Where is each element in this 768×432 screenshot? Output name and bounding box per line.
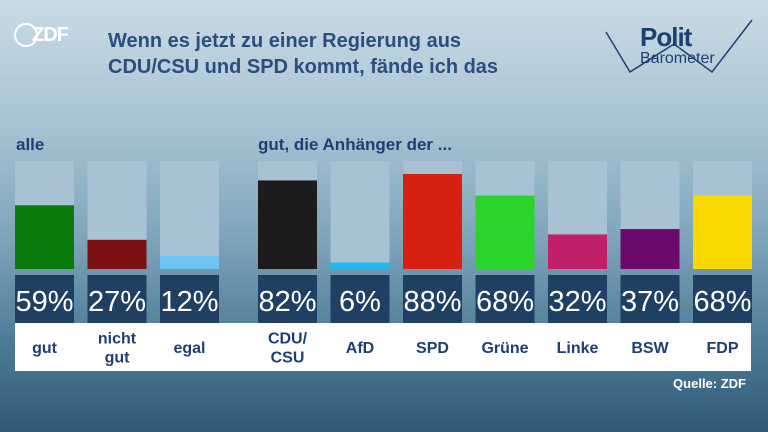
category-label: SPD <box>416 340 449 357</box>
bar <box>403 173 462 269</box>
category-label: CSU <box>271 350 305 367</box>
value-box <box>258 275 317 323</box>
value-box <box>160 275 219 323</box>
value-label: 27% <box>88 286 146 318</box>
bar <box>475 195 535 269</box>
category-label-band <box>15 323 751 371</box>
bar <box>620 229 680 269</box>
category-label: FDP <box>707 340 739 357</box>
zdf-logo: ZDF <box>14 22 78 50</box>
bar <box>330 262 390 269</box>
value-label: 6% <box>339 286 381 318</box>
category-label: egal <box>173 340 205 357</box>
title-line-1: Wenn es jetzt zu einer Regierung aus <box>108 30 462 52</box>
value-label: 37% <box>621 286 679 318</box>
category-label: nicht <box>98 331 137 348</box>
bar <box>160 256 219 269</box>
section-label-left: alle <box>16 135 45 154</box>
value-label: 68% <box>693 286 751 318</box>
value-label: 82% <box>258 286 316 318</box>
bar-track <box>160 161 219 269</box>
bar <box>258 180 317 269</box>
bar-track <box>330 161 390 269</box>
brand-line-2: Barometer <box>640 50 715 67</box>
bar <box>693 195 752 269</box>
page-title: Wenn es jetzt zu einer Regierung aus CDU… <box>108 28 578 80</box>
value-label: 88% <box>403 286 461 318</box>
category-label: CDU/ <box>268 331 308 348</box>
brand-line-1: Polit <box>640 22 692 52</box>
bar <box>548 234 607 269</box>
zdf-logo-circle-icon <box>14 23 38 47</box>
value-label: 59% <box>15 286 73 318</box>
category-label: Grüne <box>481 340 528 357</box>
value-box <box>548 275 607 323</box>
politbarometer-logo: Polit Barometer <box>602 14 762 76</box>
value-box <box>475 275 535 323</box>
bar <box>87 239 147 269</box>
value-box <box>693 275 752 323</box>
value-label: 32% <box>548 286 606 318</box>
value-box <box>15 275 74 323</box>
politbarometer-zigzag-icon <box>605 19 753 74</box>
category-label: Linke <box>557 340 599 357</box>
category-label: gut <box>32 340 58 357</box>
zdf-logo-text: ZDF <box>32 24 69 46</box>
section-label-right: gut, die Anhänger der ... <box>258 135 452 154</box>
value-label: 12% <box>160 286 218 318</box>
value-box <box>403 275 462 323</box>
category-label: gut <box>105 350 131 367</box>
value-box <box>87 275 147 323</box>
value-box <box>620 275 680 323</box>
category-label: AfD <box>346 340 374 357</box>
category-label: BSW <box>631 340 669 357</box>
bar <box>15 205 74 269</box>
title-line-2: CDU/CSU und SPD kommt, fände ich das <box>108 56 499 78</box>
value-box <box>330 275 390 323</box>
source-note: Quelle: ZDF <box>673 376 746 391</box>
value-label: 68% <box>476 286 534 318</box>
